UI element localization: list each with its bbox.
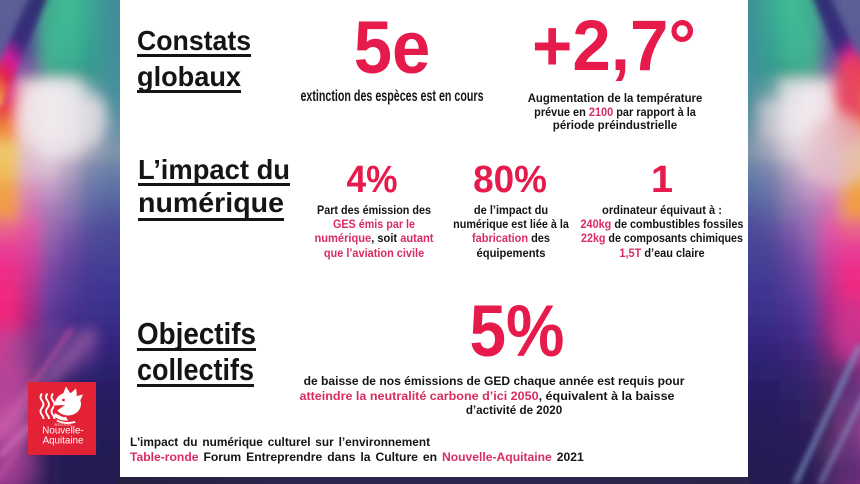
svg-text:RÉGION: RÉGION xyxy=(55,422,72,427)
svg-text:Nouvelle-: Nouvelle- xyxy=(42,426,83,437)
svg-text:Aquitaine: Aquitaine xyxy=(43,436,84,447)
